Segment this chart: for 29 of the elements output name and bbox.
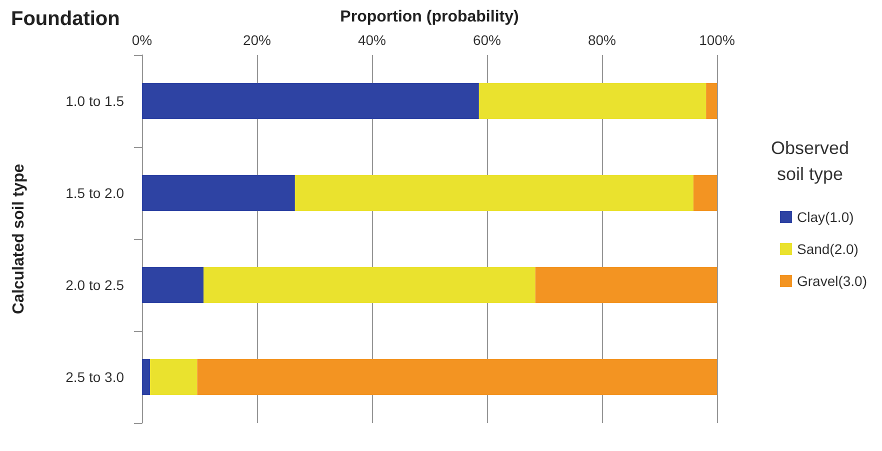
- x-tick-label: 20%: [242, 32, 272, 48]
- y-axis-title: Calculated soil type: [10, 164, 28, 314]
- bar: [197, 359, 717, 395]
- y-tick-label: 1.0 to 1.5: [66, 93, 124, 109]
- x-tick-label: 0%: [132, 32, 152, 48]
- bar: [706, 83, 717, 119]
- legend-label: Clay(1.0): [796, 209, 854, 225]
- bar: [204, 267, 536, 303]
- legend-title: Observed soil type: [770, 138, 850, 184]
- y-tick-label: 1.5 to 2.0: [66, 185, 124, 201]
- x-tick-label: 40%: [358, 32, 386, 48]
- bar: [535, 267, 717, 303]
- legend-label: Sand(2.0): [796, 241, 858, 257]
- chart-title: Foundation: [11, 8, 120, 30]
- x-tick-label: 60%: [472, 32, 502, 48]
- bar: [142, 267, 204, 303]
- bar: [294, 175, 694, 211]
- y-tick-label: 2.0 to 2.5: [66, 277, 124, 293]
- x-tick-label: 80%: [588, 32, 616, 48]
- bar: [142, 175, 295, 211]
- x-axis-title: Proportion (probability): [340, 8, 519, 26]
- bar: [150, 359, 198, 395]
- y-tick-label: 2.5 to 3.0: [66, 369, 124, 385]
- bar: [693, 175, 717, 211]
- legend-label: Gravel(3.0): [796, 273, 868, 289]
- bar: [478, 83, 706, 119]
- x-tick-label: 100%: [699, 32, 735, 48]
- bar: [142, 83, 479, 119]
- bar: [142, 359, 150, 395]
